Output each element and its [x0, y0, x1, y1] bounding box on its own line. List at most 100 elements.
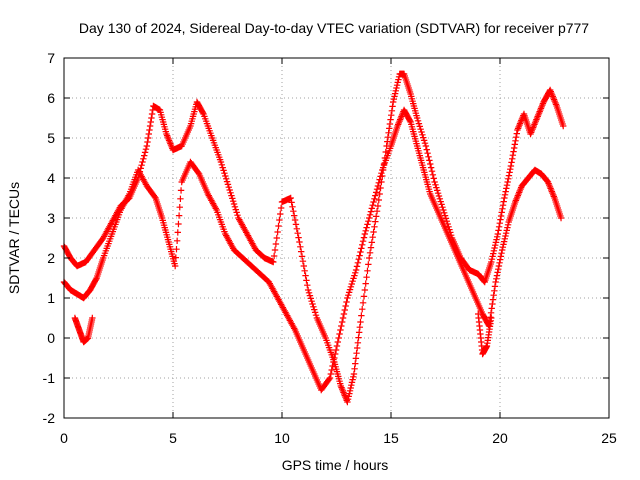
- data-point: [491, 244, 498, 252]
- data-point: [370, 228, 377, 236]
- data-point: [352, 269, 359, 276]
- data-point: [295, 234, 302, 241]
- data-point: [492, 239, 500, 246]
- data-point: [346, 390, 353, 397]
- data-point: [358, 312, 365, 319]
- data-point: [177, 187, 185, 194]
- data-point: [510, 148, 517, 155]
- data-point: [348, 379, 356, 386]
- data-point: [355, 334, 362, 341]
- data-point: [420, 137, 428, 144]
- data-point: [139, 158, 146, 166]
- data-point: [345, 393, 352, 400]
- data-point: [492, 278, 499, 286]
- data-point: [221, 170, 228, 177]
- data-point: [498, 250, 505, 257]
- x-tick-label: 5: [169, 430, 177, 446]
- data-point: [392, 87, 399, 94]
- data-point: [345, 289, 353, 296]
- data-point: [89, 314, 96, 322]
- data-point: [498, 209, 505, 216]
- data-point: [367, 244, 375, 251]
- data-point: [373, 208, 381, 215]
- data-point: [497, 212, 505, 220]
- data-point: [502, 230, 510, 237]
- data-point: [352, 360, 359, 367]
- data-point: [376, 176, 383, 183]
- data-point: [288, 199, 295, 206]
- data-point: [376, 190, 383, 198]
- data-point: [175, 212, 183, 219]
- data-point: [371, 195, 378, 202]
- data-point: [309, 300, 316, 308]
- data-point: [415, 120, 423, 127]
- data-point: [427, 164, 435, 171]
- data-point: [393, 82, 401, 89]
- data-point: [425, 153, 432, 160]
- data-point: [142, 146, 150, 153]
- y-tick-label: 6: [47, 90, 55, 106]
- data-point: [331, 354, 338, 362]
- data-point: [366, 254, 373, 262]
- data-point: [363, 274, 370, 281]
- data-point: [362, 280, 369, 287]
- data-point: [270, 252, 278, 260]
- data-point: [365, 218, 372, 225]
- data-point: [499, 202, 507, 209]
- data-point: [146, 126, 153, 134]
- data-point: [138, 162, 145, 169]
- y-tick-label: 7: [47, 50, 55, 66]
- data-point: [358, 245, 365, 252]
- data-point: [328, 366, 335, 374]
- data-point: [493, 272, 501, 279]
- data-point: [370, 198, 377, 206]
- data-point: [418, 128, 425, 136]
- data-point: [502, 232, 509, 240]
- data-point: [305, 289, 313, 296]
- data-point: [303, 277, 310, 284]
- data-point: [302, 272, 309, 279]
- data-point: [504, 178, 511, 186]
- data-point: [387, 116, 394, 123]
- data-point: [354, 259, 362, 266]
- data-point: [500, 238, 508, 245]
- data-point: [511, 141, 519, 148]
- data-point: [291, 212, 298, 219]
- data-point: [356, 324, 364, 331]
- data-point: [497, 256, 504, 263]
- data-point: [331, 350, 339, 358]
- data-point: [151, 193, 158, 200]
- data-point: [499, 244, 507, 251]
- data-point: [366, 211, 374, 218]
- data-point: [304, 286, 312, 294]
- data-point: [344, 396, 352, 403]
- data-point: [496, 220, 503, 227]
- data-point: [368, 205, 376, 212]
- data-point: [435, 192, 443, 200]
- data-point: [490, 247, 498, 254]
- data-point: [359, 299, 367, 306]
- data-point: [333, 342, 341, 350]
- data-point: [222, 172, 229, 180]
- data-point: [228, 192, 235, 199]
- data-point: [510, 144, 518, 152]
- data-point: [509, 155, 516, 162]
- data-point: [352, 266, 360, 274]
- data-point: [434, 190, 442, 197]
- y-tick-label: 4: [47, 170, 55, 186]
- data-point: [347, 384, 354, 392]
- data-point: [389, 98, 397, 106]
- data-point: [299, 258, 307, 265]
- y-tick-label: 1: [47, 290, 55, 306]
- data-point: [148, 110, 156, 118]
- data-point: [338, 318, 346, 326]
- data-point: [490, 292, 497, 299]
- data-point: [436, 195, 444, 202]
- data-point: [434, 187, 441, 194]
- data-point: [374, 202, 382, 210]
- data-point: [312, 312, 320, 319]
- data-point: [346, 387, 354, 394]
- data-point: [372, 189, 380, 196]
- data-point: [338, 322, 345, 330]
